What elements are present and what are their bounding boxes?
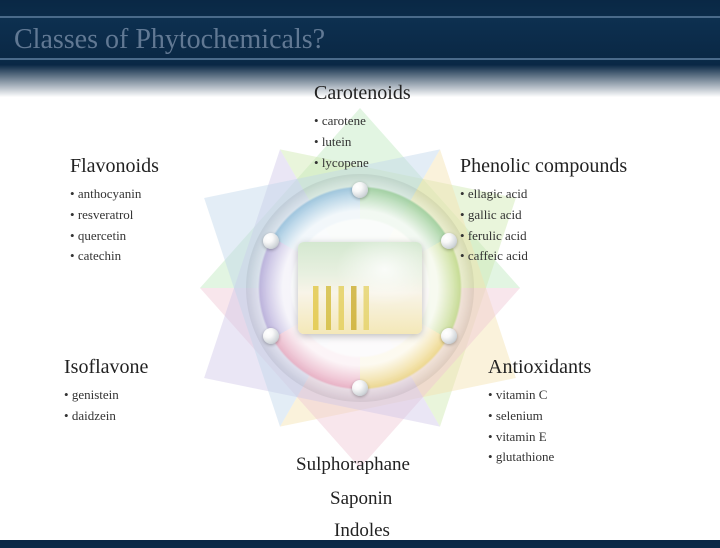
category-title: Phenolic compounds	[460, 155, 627, 178]
list-item: caffeic acid	[460, 246, 627, 267]
category-title: Flavonoids	[70, 155, 159, 178]
item-list: carotene lutein lycopene	[314, 111, 411, 173]
item-list: genistein daidzein	[64, 385, 148, 427]
bead-icon	[441, 233, 457, 249]
list-item: glutathione	[488, 447, 591, 468]
list-item: resveratrol	[70, 205, 159, 226]
list-item: daidzein	[64, 406, 148, 427]
category-antioxidants: Antioxidants vitamin C selenium vitamin …	[488, 356, 591, 468]
category-saponin: Saponin	[330, 488, 392, 516]
bead-icon	[352, 182, 368, 198]
list-item: vitamin C	[488, 385, 591, 406]
category-title: Indoles	[334, 520, 390, 542]
bead-icon	[263, 233, 279, 249]
category-title: Antioxidants	[488, 356, 591, 379]
diagram-area: Carotenoids carotene lutein lycopene Fla…	[0, 60, 720, 540]
category-phenolic: Phenolic compounds ellagic acid gallic a…	[460, 155, 627, 267]
list-item: ferulic acid	[460, 226, 627, 247]
category-carotenoids: Carotenoids carotene lutein lycopene	[314, 82, 411, 173]
list-item: anthocyanin	[70, 184, 159, 205]
category-title: Isoflavone	[64, 356, 148, 379]
list-item: lycopene	[314, 153, 411, 174]
bead-icon	[263, 328, 279, 344]
list-item: ellagic acid	[460, 184, 627, 205]
list-item: quercetin	[70, 226, 159, 247]
category-title: Carotenoids	[314, 82, 411, 105]
title-bar: Classes of Phytochemicals?	[0, 16, 720, 60]
list-item: genistein	[64, 385, 148, 406]
category-indoles: Indoles	[334, 520, 390, 548]
category-title: Saponin	[330, 488, 392, 510]
item-list: ellagic acid gallic acid ferulic acid ca…	[460, 184, 627, 267]
category-sulphoraphane: Sulphoraphane	[296, 454, 410, 482]
center-photo	[298, 242, 422, 334]
list-item: catechin	[70, 246, 159, 267]
list-item: gallic acid	[460, 205, 627, 226]
list-item: lutein	[314, 132, 411, 153]
list-item: selenium	[488, 406, 591, 427]
item-list: vitamin C selenium vitamin E glutathione	[488, 385, 591, 468]
list-item: vitamin E	[488, 427, 591, 448]
category-title: Sulphoraphane	[296, 454, 410, 476]
category-isoflavone: Isoflavone genistein daidzein	[64, 356, 148, 427]
item-list: anthocyanin resveratrol quercetin catech…	[70, 184, 159, 267]
bead-icon	[352, 380, 368, 396]
bead-icon	[441, 328, 457, 344]
category-flavonoids: Flavonoids anthocyanin resveratrol querc…	[70, 155, 159, 267]
page-title: Classes of Phytochemicals?	[14, 18, 720, 62]
list-item: carotene	[314, 111, 411, 132]
